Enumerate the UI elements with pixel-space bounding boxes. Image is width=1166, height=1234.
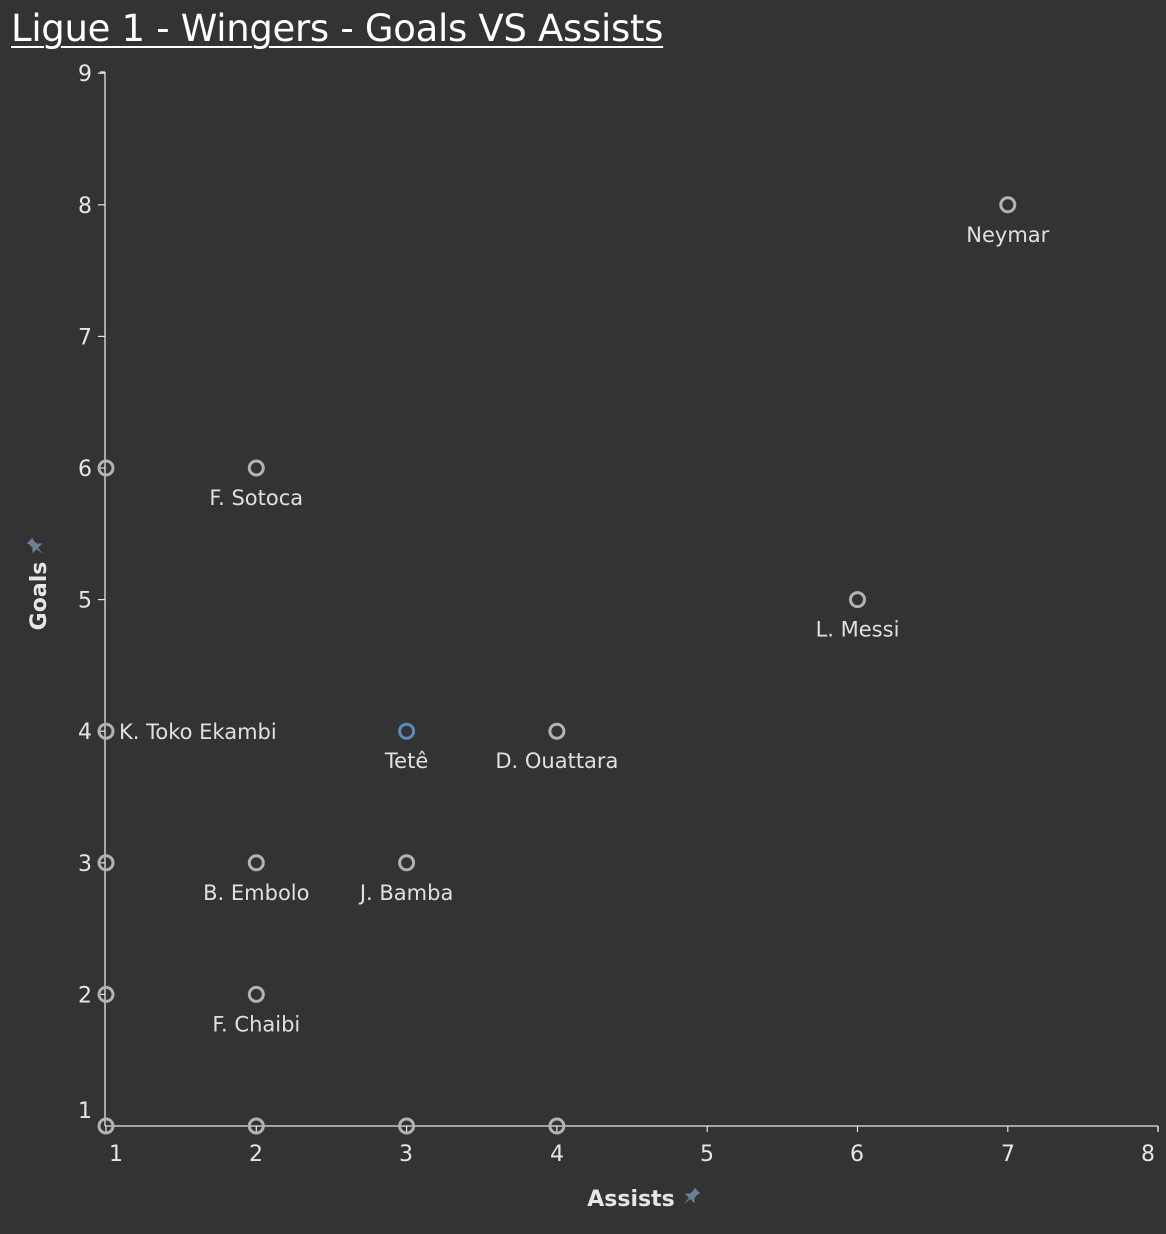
point-label: L. Messi <box>816 618 900 642</box>
y-tick-label: 6 <box>78 457 92 482</box>
point-label: Tetê <box>384 749 428 773</box>
point-labels: Neymar L. Messi F. Sotoca K. Toko Ekambi Tet… <box>119 223 1050 1037</box>
data-point <box>548 1117 566 1135</box>
point-label: B. Embolo <box>203 881 309 905</box>
pin-icon <box>683 1187 701 1205</box>
data-point <box>398 722 416 740</box>
data-point <box>247 459 265 477</box>
data-point <box>97 1117 115 1135</box>
y-tick-label: 1 <box>78 1099 92 1124</box>
pin-icon-shape <box>683 1187 701 1205</box>
y-axis-title: Goals <box>27 562 52 631</box>
point-label: Neymar <box>966 223 1049 247</box>
data-point <box>97 985 115 1003</box>
point-label: F. Chaibi <box>212 1012 300 1036</box>
data-point <box>999 196 1017 214</box>
y-tick-label: 5 <box>78 589 92 614</box>
y-tick-label: 4 <box>78 720 92 745</box>
x-tick-label: 8 <box>1141 1142 1155 1167</box>
pin-icon <box>26 537 44 555</box>
data-point <box>247 1117 265 1135</box>
chart-title: Ligue 1 - Wingers - Goals VS Assists <box>11 7 664 50</box>
point-label: F. Sotoca <box>209 486 303 510</box>
data-point <box>398 1117 416 1135</box>
y-tick-label: 8 <box>78 194 92 219</box>
point-label: D. Ouattara <box>495 749 618 773</box>
x-tick-label: 1 <box>109 1142 123 1167</box>
x-tick-label: 6 <box>850 1142 864 1167</box>
data-point <box>398 854 416 872</box>
point-label: J. Bamba <box>358 881 453 905</box>
data-points <box>97 196 1017 1135</box>
y-tick-label: 2 <box>78 983 92 1008</box>
data-point <box>548 722 566 740</box>
y-tick-label: 7 <box>78 325 92 350</box>
x-tick-label: 3 <box>399 1142 413 1167</box>
data-point <box>97 854 115 872</box>
axes: 1 2 3 4 5 6 7 8 1 2 3 4 5 6 7 8 9 Assists Goals <box>26 62 1159 1212</box>
x-tick-label: 7 <box>1001 1142 1015 1167</box>
x-tick-label: 5 <box>700 1142 714 1167</box>
y-tick-label: 3 <box>78 852 92 877</box>
data-point <box>849 591 866 609</box>
pin-icon-shape <box>26 537 44 555</box>
data-point <box>247 985 265 1003</box>
data-point <box>97 459 115 477</box>
x-axis-title: Assists <box>587 1187 674 1212</box>
data-point <box>247 854 265 872</box>
data-point <box>97 722 115 740</box>
y-tick-label: 9 <box>78 62 92 87</box>
point-label: K. Toko Ekambi <box>119 720 277 744</box>
x-tick-label: 2 <box>249 1142 263 1167</box>
x-tick-label: 4 <box>550 1142 564 1167</box>
